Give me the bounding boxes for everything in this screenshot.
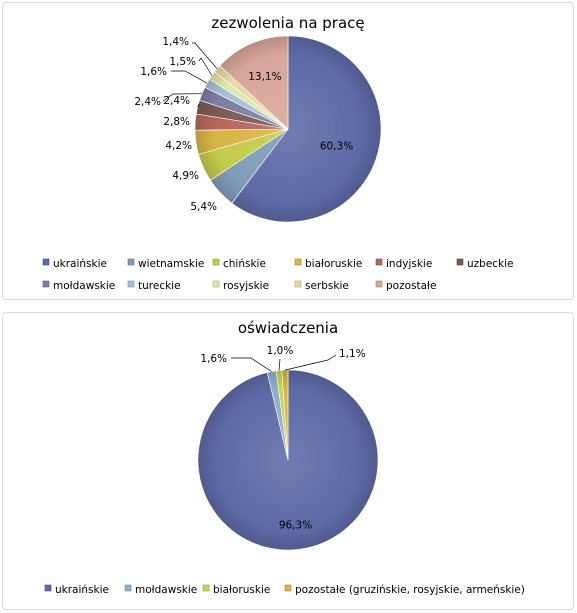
pie-slice-pozostale <box>219 35 289 130</box>
data-label-uzbeckie: 2,4% <box>163 95 190 107</box>
legend-swatch-wietnamskie <box>127 258 135 266</box>
pie-slice-pozostale-gruzinskie-rosyjskie-armenskie <box>281 369 289 461</box>
leader-line-serbskie <box>192 42 218 70</box>
leader-line-uzbeckie <box>197 103 200 108</box>
legend-label-bialoruskie: białoruskie <box>213 584 270 596</box>
legend-label-bialoruskie: białoruskie <box>305 258 362 270</box>
data-label-ukrainskie: 60,3% <box>320 140 353 152</box>
pie-slice-ukrainskie <box>231 35 382 223</box>
leader-line-bialoruskie <box>278 358 281 371</box>
legend-swatch-uzbeckie <box>456 258 464 266</box>
legend-label-uzbeckie: uzbeckie <box>467 258 514 270</box>
data-label-chinskie: 4,9% <box>172 170 199 182</box>
data-label-bialoruskie: 4,2% <box>165 140 192 152</box>
leader-line-tureckie <box>171 70 208 84</box>
legend-label-pozostale: pozostałe <box>386 280 437 292</box>
legend-swatch-bialoruskie <box>294 258 302 266</box>
data-label-moldawskie: 1,6% <box>200 353 227 365</box>
pie-chart-declarations: oświadczenia 96,3% 1,6% 1,0% 1,1% ukraiński… <box>44 319 525 596</box>
legend-swatch-serbskie <box>294 280 302 288</box>
legend-swatch-ukrainskie <box>42 258 50 266</box>
data-label-moldawskie: 2,4% <box>134 96 161 108</box>
legend-swatch-rosyjskie <box>212 280 220 288</box>
data-label-bialoruskie: 1,0% <box>267 345 294 357</box>
chart-title: oświadczenia <box>238 319 338 337</box>
legend-swatch-moldawskie <box>124 584 132 592</box>
legend-swatch-moldawskie <box>42 280 50 288</box>
data-label-tureckie: 1,6% <box>140 66 167 78</box>
leader-line-moldawskie <box>162 93 203 102</box>
legend-label-moldawskie: mołdawskie <box>53 280 115 292</box>
leader-line-rosyjskie <box>198 57 213 76</box>
legend-label-moldawskie: mołdawskie <box>135 584 197 596</box>
legend-swatch-bialoruskie <box>202 584 210 592</box>
data-label-wietnamskie: 5,4% <box>190 201 217 213</box>
legend-label-indyjskie: indyjskie <box>386 258 432 270</box>
chart-panel-declarations: oświadczenia 96,3% 1,6% 1,0% 1,1% ukraiński… <box>2 312 574 610</box>
data-label-rosyjskie: 1,5% <box>169 56 196 68</box>
legend-label-tureckie: tureckie <box>138 280 181 292</box>
legend-swatch-tureckie <box>127 280 135 288</box>
legend-label-rosyjskie: rosyjskie <box>223 280 269 292</box>
data-label-serbskie: 1,4% <box>162 36 189 48</box>
legend-swatch-pozostale-gruzinskie-rosyjskie-armenskie <box>284 584 292 592</box>
chart-panel-work-permits: zezwolenia na pracę 60,3% 5,4% 4,9% 4,2% 2,8… <box>2 2 574 300</box>
leader-line-pozostale-gruzinskie-rosyjskie-armenskie <box>284 354 337 371</box>
legend-label-wietnamskie: wietnamskie <box>138 258 204 270</box>
legend-label-pozostale-gruzinskie-rosyjskie-armenskie: pozostałe (gruzińskie, rosyjskie, armeńs… <box>295 584 525 596</box>
legend-label-ukrainskie: ukraińskie <box>55 584 109 596</box>
legend-swatch-chinskie <box>212 258 220 266</box>
legend-label-serbskie: serbskie <box>305 280 349 292</box>
data-label-pozostale: 13,1% <box>248 71 281 83</box>
legend-swatch-pozostale <box>375 280 383 288</box>
pie-chart-work-permits: zezwolenia na pracę 60,3% 5,4% 4,9% 4,2% 2,8… <box>42 14 514 292</box>
legend-label-ukrainskie: ukraińskie <box>53 258 107 270</box>
data-label-pozostale-gruzinskie-rosyjskie-armenskie: 1,1% <box>339 348 366 360</box>
legend-swatch-ukrainskie <box>44 584 52 592</box>
legend-label-chinskie: chińskie <box>223 258 266 270</box>
chart-title: zezwolenia na pracę <box>211 14 364 32</box>
data-label-ukrainskie: 96,3% <box>279 519 312 531</box>
legend-swatch-indyjskie <box>375 258 383 266</box>
leader-line-moldawskie <box>231 357 272 372</box>
data-label-indyjskie: 2,8% <box>163 116 190 128</box>
